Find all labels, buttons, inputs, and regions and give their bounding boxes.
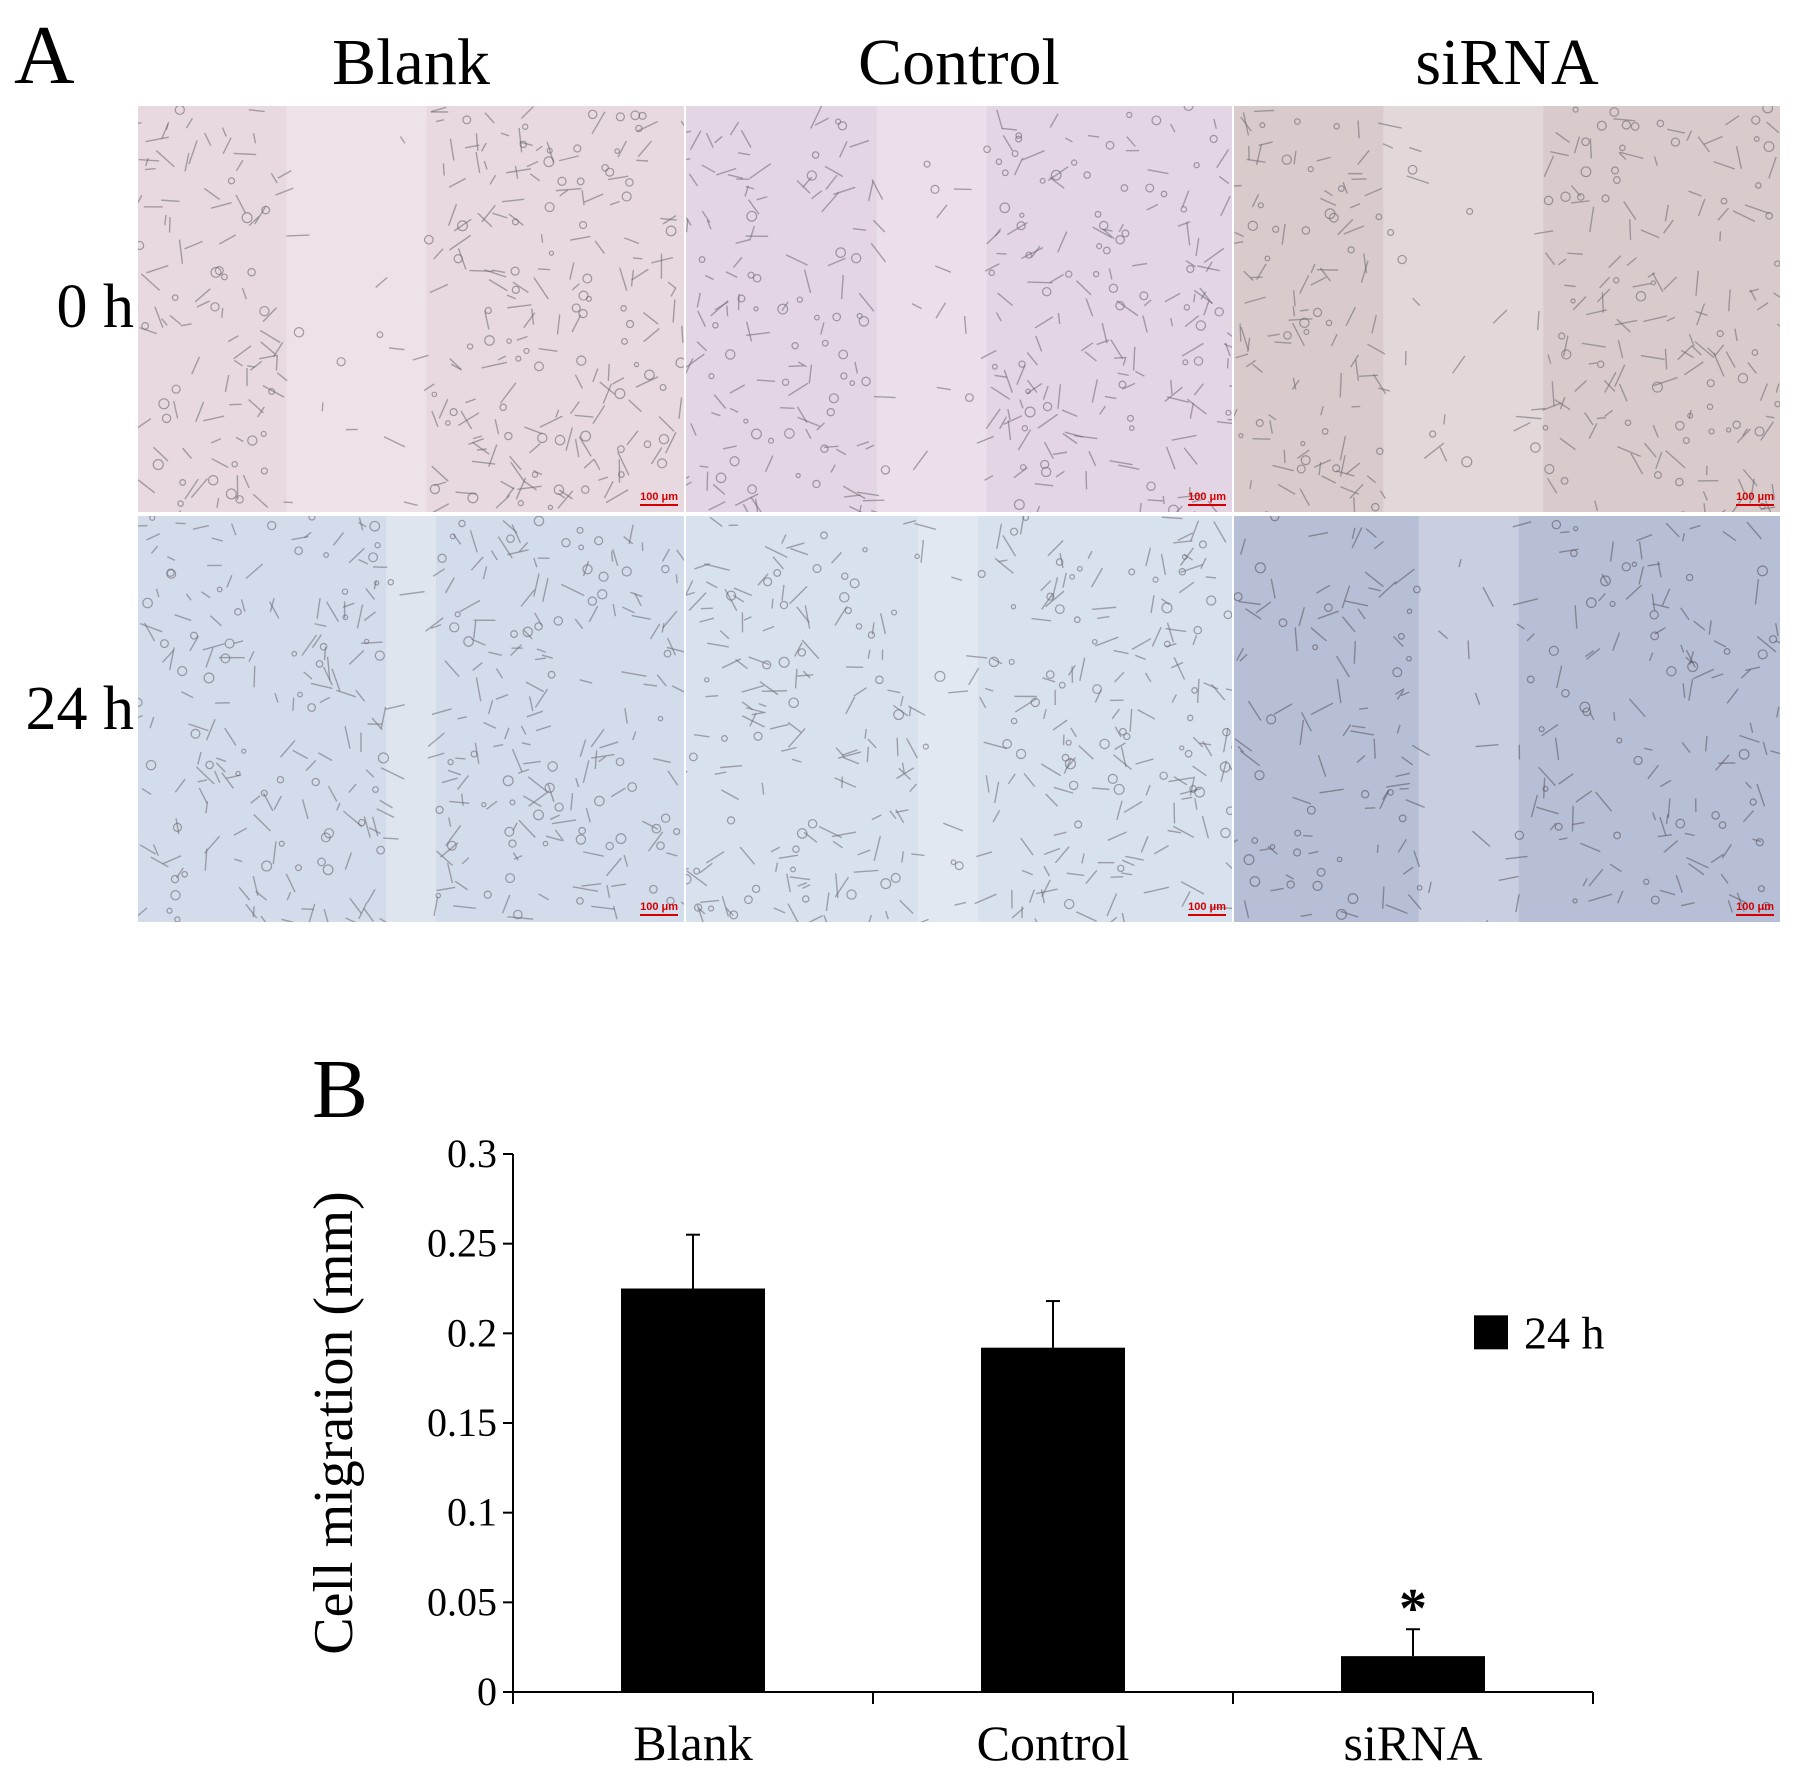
- row-header-24h: 24 h: [25, 675, 135, 743]
- micrograph-texture: [1234, 516, 1780, 922]
- micrograph-0h-sirna: 100 μm: [1234, 106, 1780, 512]
- micrograph-texture: [1234, 106, 1780, 512]
- scale-bar-label: 100 μm: [1188, 491, 1226, 503]
- x-tick-label: siRNA: [1344, 1715, 1483, 1771]
- y-tick-label: 0: [477, 1669, 497, 1714]
- scale-bar: 100 μm: [1188, 491, 1226, 506]
- scale-bar: 100 μm: [640, 901, 678, 916]
- micrograph-0h-control: 100 μm: [686, 106, 1232, 512]
- micrograph-0h-blank: 100 μm: [138, 106, 684, 512]
- micrograph-texture: [138, 516, 684, 922]
- panel-b-label: B: [312, 1043, 369, 1136]
- legend-label: 24 h: [1524, 1307, 1605, 1358]
- micrograph-24h-blank: 100 μm: [138, 516, 684, 922]
- scale-bar: 100 μm: [1736, 901, 1774, 916]
- column-header-blank: Blank: [332, 26, 490, 99]
- scale-bar-label: 100 μm: [640, 491, 678, 503]
- bar-control: [981, 1347, 1125, 1692]
- y-tick-label: 0.25: [427, 1221, 497, 1266]
- scale-bar-label: 100 μm: [640, 901, 678, 913]
- x-tick-label: Blank: [633, 1715, 752, 1771]
- y-tick-label: 0.3: [447, 1131, 497, 1176]
- y-tick-label: 0.15: [427, 1400, 497, 1445]
- bar-blank: [621, 1288, 765, 1692]
- legend-swatch: [1474, 1315, 1508, 1350]
- x-tick-label: Control: [977, 1715, 1130, 1771]
- panel-a-label: A: [14, 9, 75, 102]
- micrograph-texture: [686, 106, 1232, 512]
- row-header-0h: 0 h: [56, 273, 135, 341]
- scale-bar: 100 μm: [1188, 901, 1226, 916]
- scale-bar-label: 100 μm: [1736, 901, 1774, 913]
- scale-bar: 100 μm: [640, 491, 678, 506]
- micrograph-24h-control: 100 μm: [686, 516, 1232, 922]
- bar-chart: 0 0.05 0.1 0.15 0.2 0.25 0.3 Cell migration (mm…: [303, 1131, 1605, 1771]
- bar-sirna: [1341, 1656, 1485, 1692]
- y-tick-label: 0.1: [447, 1490, 497, 1535]
- micrograph-texture: [138, 106, 684, 512]
- y-axis-label: Cell migration (mm): [303, 1191, 365, 1654]
- column-header-sirna: siRNA: [1415, 26, 1599, 99]
- scale-bar-label: 100 μm: [1736, 491, 1774, 503]
- scale-bar: 100 μm: [1736, 491, 1774, 506]
- column-header-control: Control: [858, 26, 1060, 99]
- significance-marker: *: [1399, 1578, 1427, 1640]
- micrograph-texture: [686, 516, 1232, 922]
- scale-bar-label: 100 μm: [1188, 901, 1226, 913]
- micrograph-24h-sirna: 100 μm: [1234, 516, 1780, 922]
- y-tick-label: 0.05: [427, 1579, 497, 1624]
- y-tick-label: 0.2: [447, 1310, 497, 1355]
